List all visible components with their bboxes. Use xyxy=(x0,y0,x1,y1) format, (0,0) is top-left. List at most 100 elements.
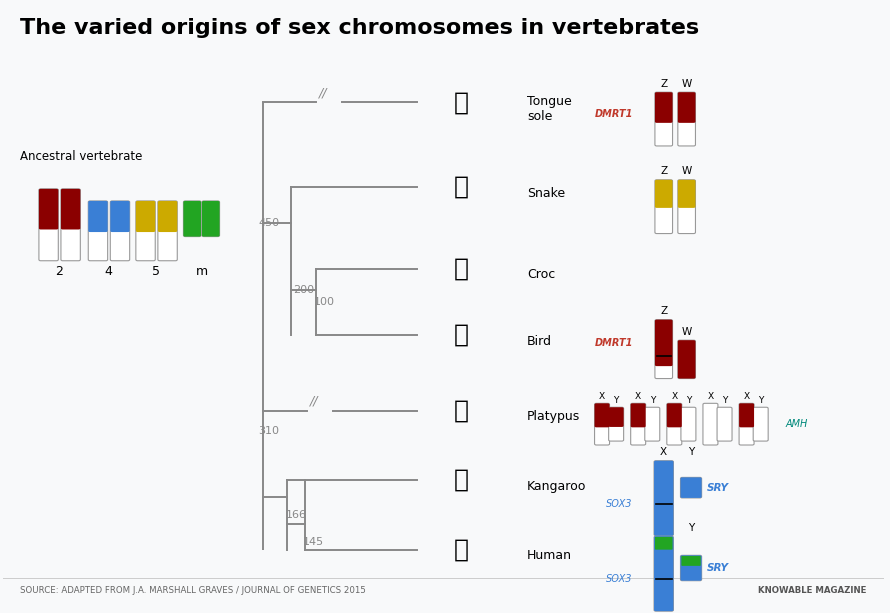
Text: Kangaroo: Kangaroo xyxy=(527,479,587,493)
Text: 🐊: 🐊 xyxy=(454,257,468,281)
FancyBboxPatch shape xyxy=(644,407,659,441)
FancyBboxPatch shape xyxy=(202,201,220,237)
FancyBboxPatch shape xyxy=(667,403,682,427)
FancyBboxPatch shape xyxy=(61,189,80,229)
Text: Z: Z xyxy=(660,78,668,88)
Text: 🦤: 🦤 xyxy=(454,323,468,347)
FancyBboxPatch shape xyxy=(202,201,220,237)
Text: DMRT1: DMRT1 xyxy=(595,338,633,348)
FancyBboxPatch shape xyxy=(88,201,108,261)
FancyBboxPatch shape xyxy=(739,403,754,427)
FancyBboxPatch shape xyxy=(654,536,674,611)
Text: m: m xyxy=(196,265,208,278)
Text: Y: Y xyxy=(758,396,764,405)
Text: Z: Z xyxy=(660,166,668,176)
Text: Y: Y xyxy=(688,523,694,533)
FancyBboxPatch shape xyxy=(595,403,610,445)
Text: 5: 5 xyxy=(152,265,160,278)
Text: X: X xyxy=(660,523,668,533)
FancyBboxPatch shape xyxy=(655,319,673,366)
FancyBboxPatch shape xyxy=(183,201,201,237)
Text: SOX3: SOX3 xyxy=(606,574,633,584)
Text: X: X xyxy=(708,392,714,401)
FancyBboxPatch shape xyxy=(654,536,674,611)
FancyBboxPatch shape xyxy=(183,201,201,237)
Text: Tongue
sole: Tongue sole xyxy=(527,94,572,123)
FancyBboxPatch shape xyxy=(158,201,177,232)
FancyBboxPatch shape xyxy=(136,201,155,261)
FancyBboxPatch shape xyxy=(678,340,695,379)
FancyBboxPatch shape xyxy=(681,555,701,581)
FancyBboxPatch shape xyxy=(681,478,701,498)
Text: W: W xyxy=(682,327,692,337)
FancyBboxPatch shape xyxy=(39,189,59,261)
FancyBboxPatch shape xyxy=(678,180,695,234)
Text: Snake: Snake xyxy=(527,186,565,200)
Text: AMH: AMH xyxy=(785,419,808,429)
FancyBboxPatch shape xyxy=(717,407,732,441)
FancyBboxPatch shape xyxy=(678,180,695,208)
Text: Z: Z xyxy=(660,306,668,316)
FancyBboxPatch shape xyxy=(655,537,673,550)
Text: 4: 4 xyxy=(105,265,112,278)
FancyBboxPatch shape xyxy=(753,407,768,441)
Text: Croc: Croc xyxy=(527,268,555,281)
FancyBboxPatch shape xyxy=(609,407,624,427)
Text: 👩: 👩 xyxy=(454,538,468,562)
Text: 200: 200 xyxy=(293,285,314,295)
FancyBboxPatch shape xyxy=(595,403,610,427)
Text: Y: Y xyxy=(685,396,692,405)
Text: SOURCE: ADAPTED FROM J.A. MARSHALL GRAVES / JOURNAL OF GENETICS 2015: SOURCE: ADAPTED FROM J.A. MARSHALL GRAVE… xyxy=(20,585,367,595)
Text: Ancestral vertebrate: Ancestral vertebrate xyxy=(20,150,142,163)
Text: Y: Y xyxy=(613,396,619,405)
FancyBboxPatch shape xyxy=(655,92,673,123)
FancyBboxPatch shape xyxy=(631,403,645,445)
FancyBboxPatch shape xyxy=(678,340,695,379)
FancyBboxPatch shape xyxy=(655,92,673,146)
Text: Platypus: Platypus xyxy=(527,410,580,423)
Text: 310: 310 xyxy=(258,425,279,436)
FancyBboxPatch shape xyxy=(110,201,130,232)
Text: //: // xyxy=(319,86,327,99)
Text: W: W xyxy=(682,166,692,176)
Text: 450: 450 xyxy=(258,218,279,229)
Text: SRY: SRY xyxy=(707,563,729,573)
Text: 2: 2 xyxy=(55,265,63,278)
FancyBboxPatch shape xyxy=(39,189,59,229)
FancyBboxPatch shape xyxy=(739,403,754,445)
FancyBboxPatch shape xyxy=(631,403,645,427)
Text: 🐍: 🐍 xyxy=(454,175,468,199)
Text: 166: 166 xyxy=(286,510,307,520)
FancyBboxPatch shape xyxy=(655,180,673,234)
FancyBboxPatch shape xyxy=(654,461,674,536)
FancyBboxPatch shape xyxy=(681,478,701,498)
Text: Y: Y xyxy=(650,396,655,405)
Text: X: X xyxy=(635,392,641,401)
FancyBboxPatch shape xyxy=(655,319,673,379)
Text: Bird: Bird xyxy=(527,335,552,348)
Text: 100: 100 xyxy=(314,297,335,307)
Text: 🦘: 🦘 xyxy=(454,468,468,492)
Text: Y: Y xyxy=(688,447,694,457)
FancyBboxPatch shape xyxy=(110,201,130,261)
FancyBboxPatch shape xyxy=(681,407,696,441)
Text: //: // xyxy=(310,395,318,408)
Text: X: X xyxy=(660,447,668,457)
FancyBboxPatch shape xyxy=(678,92,695,146)
Text: SOX3: SOX3 xyxy=(606,499,633,509)
Text: KNOWABLE MAGAZINE: KNOWABLE MAGAZINE xyxy=(758,585,867,595)
Text: W: W xyxy=(682,78,692,88)
Text: The varied origins of sex chromosomes in vertebrates: The varied origins of sex chromosomes in… xyxy=(20,18,700,38)
Text: 🦆: 🦆 xyxy=(454,398,468,422)
FancyBboxPatch shape xyxy=(158,201,177,261)
FancyBboxPatch shape xyxy=(88,201,108,232)
FancyBboxPatch shape xyxy=(654,461,674,536)
FancyBboxPatch shape xyxy=(61,189,80,261)
Text: 145: 145 xyxy=(303,537,325,547)
FancyBboxPatch shape xyxy=(703,403,718,445)
Text: 🐟: 🐟 xyxy=(454,91,468,115)
FancyBboxPatch shape xyxy=(655,180,673,208)
Text: X: X xyxy=(599,392,605,401)
FancyBboxPatch shape xyxy=(609,407,624,441)
Text: Human: Human xyxy=(527,549,572,562)
